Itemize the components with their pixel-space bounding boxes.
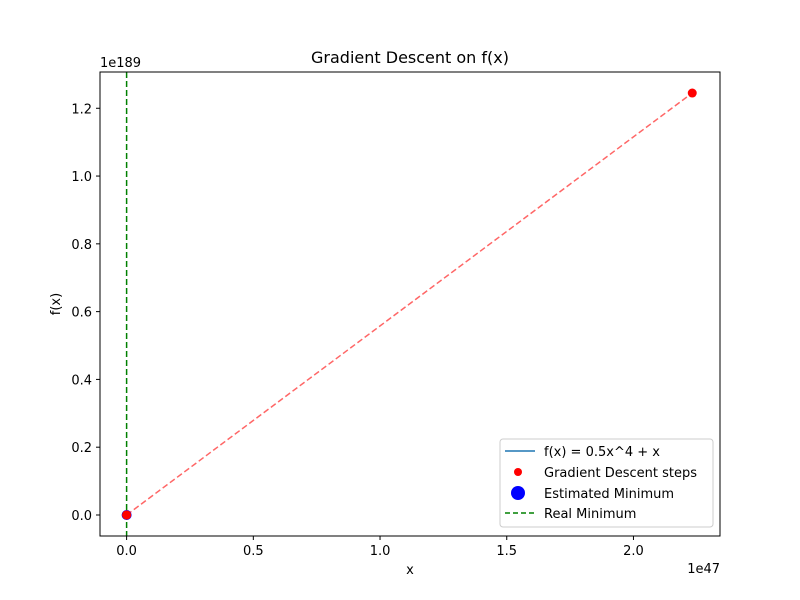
y-tick-label: 0.8 <box>71 238 92 253</box>
legend-entry-real: Real Minimum <box>544 507 636 522</box>
legend-entry-steps: Gradient Descent steps <box>544 466 697 481</box>
legend-box <box>499 438 714 528</box>
x-axis-offset-label: 1e47 <box>687 562 720 577</box>
y-tick-label: 0.2 <box>71 441 92 456</box>
descent-step-point <box>122 510 132 520</box>
axis-ticks: 0.0 0.5 1.0 1.5 2.0 0.0 0.2 0.4 0.6 0.8 1.0 1.2 <box>71 102 643 559</box>
legend-entry-function: f(x) = 0.5x^4 + x <box>544 445 660 460</box>
legend-red-dot-swatch <box>514 468 522 476</box>
legend: f(x) = 0.5x^4 + x Gradient Descent steps… <box>499 438 714 528</box>
x-tick-label: 2.0 <box>623 544 644 559</box>
x-tick-label: 0.0 <box>116 544 137 559</box>
plot-area <box>121 72 697 536</box>
chart-title: Gradient Descent on f(x) <box>311 48 509 67</box>
x-tick-label: 1.5 <box>496 544 517 559</box>
legend-blue-dot-swatch <box>511 486 525 500</box>
x-tick-label: 1.0 <box>370 544 391 559</box>
y-axis-label: f(x) <box>49 293 64 315</box>
y-tick-label: 0.6 <box>71 306 92 321</box>
axes-frame <box>99 71 721 537</box>
x-axis-label: x <box>406 563 414 578</box>
descent-path-line <box>126 92 693 516</box>
y-tick-label: 1.2 <box>71 102 92 117</box>
descent-step-point <box>687 88 697 98</box>
y-tick-label: 0.4 <box>71 373 92 388</box>
y-axis-offset-label: 1e189 <box>100 56 141 71</box>
y-tick-label: 1.0 <box>71 170 92 185</box>
x-tick-label: 0.5 <box>243 544 264 559</box>
y-tick-label: 0.0 <box>71 509 92 524</box>
legend-entry-estimated: Estimated Minimum <box>544 487 674 502</box>
